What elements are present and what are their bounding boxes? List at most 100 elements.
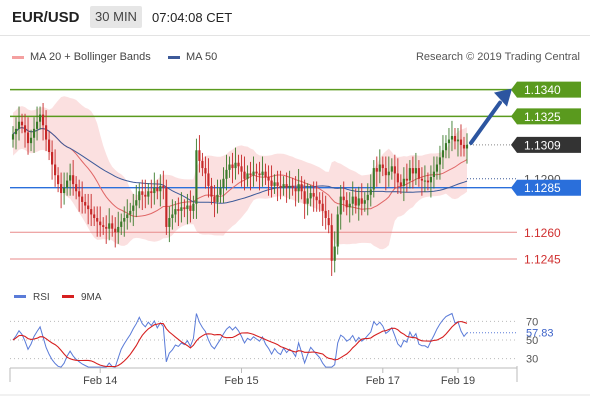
candle-body (87, 205, 90, 210)
support-label: 1.1245 (524, 253, 561, 267)
research-credit: Research © 2019 Trading Central (415, 51, 580, 63)
candle-body (255, 171, 258, 174)
rsi-value-label: 57.83 (526, 328, 554, 340)
candle-body (432, 171, 436, 177)
candle-body (234, 162, 237, 169)
candle-body (300, 184, 303, 192)
candle-body (84, 201, 87, 206)
last-price-label-bg (511, 136, 581, 153)
candle-body (210, 185, 213, 197)
candle-body (336, 214, 339, 247)
candle-body (174, 209, 177, 215)
candle-body (14, 128, 18, 135)
candle-body (387, 171, 390, 176)
candle-body (345, 200, 348, 208)
candle-body (165, 187, 168, 227)
candle-body (141, 191, 144, 195)
candle-body (282, 184, 285, 188)
candle-body (429, 177, 432, 183)
candle-body (114, 228, 117, 233)
candle-body (354, 196, 357, 206)
rsi-swatch (14, 295, 26, 298)
candle-body (261, 171, 264, 176)
candle-body (420, 178, 423, 181)
candle-body (462, 144, 466, 149)
candle-body (171, 214, 174, 219)
timeframe-button[interactable]: 30 MIN (90, 6, 142, 28)
candle-body (144, 194, 147, 197)
candle-body (75, 184, 78, 192)
candle-body (324, 210, 327, 219)
rsi-tick-label: 50 (526, 335, 538, 347)
ma50-swatch (168, 55, 180, 59)
candle-body (321, 203, 324, 211)
rsi-tick-label: 30 (526, 354, 538, 366)
candle-body (204, 168, 207, 174)
candle-body (123, 218, 126, 222)
candle-body (378, 164, 381, 172)
candle-body (26, 132, 30, 144)
candle-body (195, 150, 198, 204)
candle-body (456, 139, 460, 142)
candle-body (177, 209, 180, 211)
rsi-ma-line (12, 320, 468, 368)
resistance-label: 1.1325 (524, 110, 561, 124)
candle-body (399, 182, 402, 186)
candle-body (23, 125, 27, 133)
x-tick-label: Feb 17 (366, 375, 400, 387)
candle-body (153, 187, 156, 194)
candle-body (240, 166, 243, 172)
candle-body (38, 114, 42, 122)
candle-body (132, 205, 135, 211)
candle-body (231, 164, 234, 169)
candle-body (29, 137, 33, 144)
candle-body (273, 182, 276, 186)
candle-body (333, 246, 336, 261)
resistance-label: 1.1340 (524, 83, 561, 97)
candle-body (423, 180, 426, 182)
candle-body (390, 166, 393, 172)
candle-body (267, 177, 270, 181)
candle-body (351, 196, 354, 204)
candle-body (117, 226, 120, 233)
candle-body (276, 182, 279, 186)
candle-body (126, 214, 129, 219)
candle-body (99, 221, 102, 226)
candle-body (438, 157, 442, 165)
pivot-label: 1.1285 (524, 181, 561, 195)
candle-body (32, 128, 36, 138)
candle-body (216, 194, 219, 202)
candle-body (441, 150, 445, 158)
candle-body (150, 191, 153, 194)
candle-body (384, 168, 387, 176)
candle-body (237, 162, 240, 167)
candle-body (11, 134, 15, 140)
candle-body (342, 196, 345, 201)
ma20-line (12, 126, 468, 218)
candle-body (258, 173, 261, 176)
candle-body (213, 196, 216, 202)
candle-body (186, 205, 189, 210)
rsi-ma-legend-label: 9MA (81, 292, 102, 303)
candle-body (183, 207, 186, 210)
candle-body (147, 191, 150, 197)
candle-body (198, 150, 201, 161)
candle-body (20, 121, 24, 126)
candle-body (17, 121, 21, 129)
candle-body (465, 144, 469, 149)
candle-body (129, 210, 132, 215)
candle-body (459, 139, 463, 145)
candle-body (54, 164, 57, 176)
candle-body (90, 209, 93, 215)
legend-ma50-label: MA 50 (186, 51, 218, 63)
candle-body (435, 164, 439, 172)
candle-body (447, 139, 451, 144)
candle-body (108, 223, 111, 229)
candle-body (156, 187, 159, 192)
candle-body (207, 173, 210, 186)
candle-body (318, 200, 321, 204)
forecast-arrow-head (494, 88, 512, 107)
candle-body (225, 169, 228, 179)
candle-body (246, 173, 249, 179)
